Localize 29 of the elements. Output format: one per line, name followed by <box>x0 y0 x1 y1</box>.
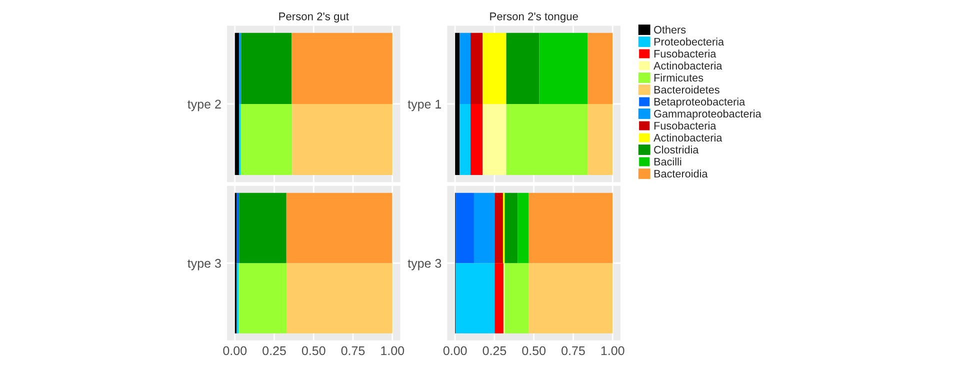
legend-label: Bacteroidia <box>654 170 708 178</box>
legend-label: Gammaproteobacteria <box>654 110 762 120</box>
x-tick-label: 0.00 <box>443 346 467 356</box>
legend-label: Firmicutes <box>654 74 704 82</box>
x-tick-label: 0.25 <box>482 346 506 356</box>
y-axis-title: type 3 <box>408 258 442 270</box>
x-tick-label: 1.00 <box>381 346 404 356</box>
legend-label: Fusobacteria <box>654 50 716 58</box>
x-tick-label: 0.75 <box>562 346 585 356</box>
legend-label: Others <box>654 26 686 34</box>
x-tick-label: 0.00 <box>223 346 247 356</box>
chart-title: Person 2's gut <box>279 12 349 23</box>
x-tick-label: 0.50 <box>302 346 326 356</box>
x-tick-label: 0.50 <box>522 346 546 356</box>
chart-title: Person 2's tongue <box>490 12 578 23</box>
y-axis-title: type 1 <box>408 100 442 112</box>
legend-label: Proteobecteria <box>654 38 724 46</box>
legend-label: Bacteroidetes <box>654 86 720 94</box>
x-tick-label: 0.75 <box>341 346 365 356</box>
legend-label: Fusobacteria <box>654 122 716 130</box>
legend-label: Actinobacteria <box>654 134 722 142</box>
legend-label: Betaproteobacteria <box>654 98 746 108</box>
legend-label: Bacilli <box>654 158 682 166</box>
legend-label: Actinobacteria <box>654 62 722 70</box>
x-tick-label: 0.25 <box>262 346 286 356</box>
y-axis-title: type 2 <box>188 100 221 112</box>
x-tick-label: 1.00 <box>601 346 624 356</box>
y-axis-title: type 3 <box>188 258 221 270</box>
legend-label: Clostridia <box>654 146 699 154</box>
